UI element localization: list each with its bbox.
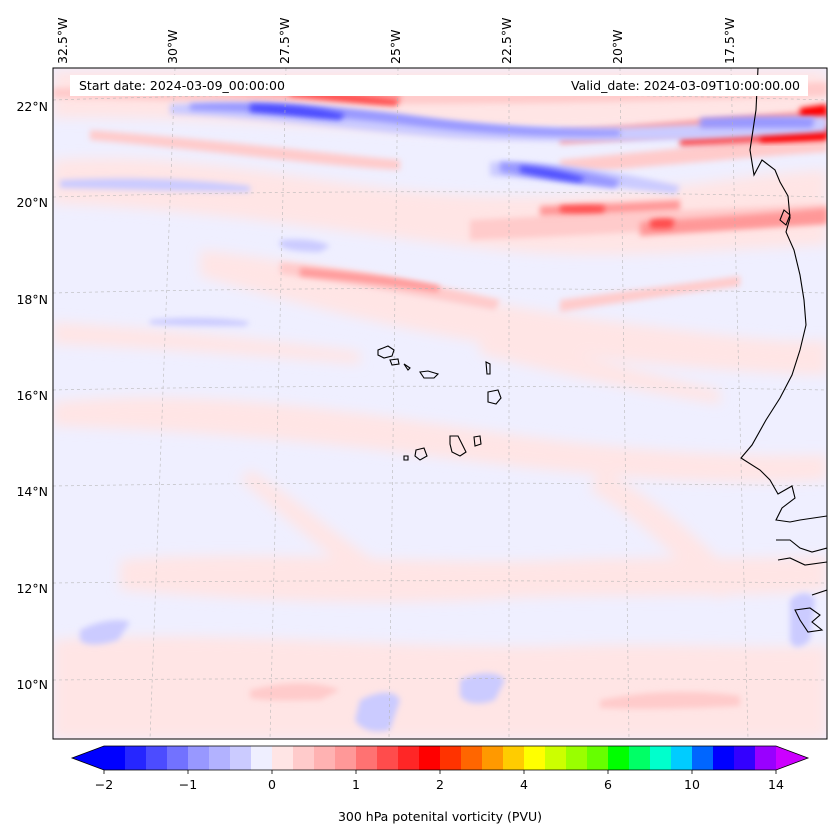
map-area: Start date: 2024-03-09_00:00:00 Valid_da… bbox=[53, 68, 827, 739]
colorbar-under-triangle bbox=[72, 746, 104, 770]
lon-label: 25°W bbox=[388, 29, 403, 64]
valid-date-label: Valid_date: 2024-03-09T10:00:00.00 bbox=[571, 78, 800, 93]
colorbar-tick-label: −2 bbox=[95, 777, 113, 792]
colorbar-cell bbox=[188, 746, 210, 770]
colorbar-cell bbox=[461, 746, 483, 770]
colorbar-tick-label: 6 bbox=[604, 777, 612, 792]
lat-label: 20°N bbox=[16, 195, 48, 210]
colorbar-cell bbox=[146, 746, 168, 770]
colorbar-tick-label: 14 bbox=[768, 777, 784, 792]
lon-label: 22.5°W bbox=[499, 18, 514, 64]
lat-label: 12°N bbox=[16, 581, 48, 596]
colorbar-cell bbox=[314, 746, 336, 770]
lat-label: 14°N bbox=[16, 484, 48, 499]
colorbar-cell bbox=[587, 746, 609, 770]
colorbar-cell bbox=[629, 746, 651, 770]
colorbar-cell bbox=[356, 746, 378, 770]
latitude-labels: 22°N 20°N 18°N 16°N 14°N 12°N 10°N bbox=[16, 99, 48, 692]
lon-label: 20°W bbox=[610, 29, 625, 64]
colorbar-cells bbox=[104, 746, 777, 770]
colorbar-cell bbox=[482, 746, 504, 770]
colorbar-cell bbox=[734, 746, 756, 770]
coastlines bbox=[740, 68, 827, 633]
colorbar-cell bbox=[503, 746, 525, 770]
colorbar-cell bbox=[713, 746, 735, 770]
colorbar-cell bbox=[755, 746, 777, 770]
colorbar-cell bbox=[440, 746, 462, 770]
pv-field bbox=[53, 70, 827, 739]
colorbar-cell bbox=[104, 746, 126, 770]
colorbar-cell bbox=[608, 746, 630, 770]
colorbar-ticks: −2 −1 0 1 2 4 6 10 14 bbox=[95, 770, 784, 792]
start-date-label: Start date: 2024-03-09_00:00:00 bbox=[79, 78, 285, 93]
lon-label: 32.5°W bbox=[55, 18, 70, 64]
colorbar-tick-label: 10 bbox=[684, 777, 700, 792]
cape-verde-islands bbox=[377, 345, 502, 461]
colorbar-tick-label: 0 bbox=[268, 777, 276, 792]
lat-label: 18°N bbox=[16, 292, 48, 307]
colorbar-tick-label: 4 bbox=[520, 777, 528, 792]
colorbar-cell bbox=[293, 746, 315, 770]
colorbar-cell bbox=[209, 746, 231, 770]
lat-label: 10°N bbox=[16, 677, 48, 692]
colorbar-tick-label: 2 bbox=[436, 777, 444, 792]
colorbar-label: 300 hPa potenital vorticity (PVU) bbox=[338, 809, 542, 824]
colorbar-cell bbox=[230, 746, 252, 770]
colorbar-cell bbox=[671, 746, 693, 770]
lon-label: 27.5°W bbox=[277, 18, 292, 64]
longitude-labels: 32.5°W 30°W 27.5°W 25°W 22.5°W 20°W 17.5… bbox=[55, 18, 737, 64]
colorbar-cell bbox=[272, 746, 294, 770]
map-frame bbox=[52, 67, 828, 740]
colorbar-cell bbox=[398, 746, 420, 770]
info-box bbox=[70, 75, 808, 96]
colorbar-cell bbox=[692, 746, 714, 770]
colorbar-cell bbox=[251, 746, 273, 770]
colorbar-over-triangle bbox=[776, 746, 808, 770]
colorbar-cell bbox=[377, 746, 399, 770]
lon-label: 30°W bbox=[165, 29, 180, 64]
colorbar-cell bbox=[167, 746, 189, 770]
colorbar-tick-label: −1 bbox=[179, 777, 197, 792]
colorbar-cell bbox=[566, 746, 588, 770]
graticule bbox=[53, 68, 827, 739]
lat-label: 16°N bbox=[16, 388, 48, 403]
colorbar-cell bbox=[650, 746, 672, 770]
africa-coastline bbox=[740, 68, 827, 523]
colorbar-tick-label: 1 bbox=[352, 777, 360, 792]
lat-label: 22°N bbox=[16, 99, 48, 114]
colorbar-cell bbox=[524, 746, 546, 770]
colorbar-cell bbox=[335, 746, 357, 770]
lon-label: 17.5°W bbox=[722, 18, 737, 64]
colorbar: −2 −1 0 1 2 4 6 10 14 300 hPa potenital vorticit… bbox=[70, 745, 810, 824]
colorbar-cell bbox=[125, 746, 147, 770]
colorbar-cell bbox=[545, 746, 567, 770]
colorbar-cell bbox=[419, 746, 441, 770]
